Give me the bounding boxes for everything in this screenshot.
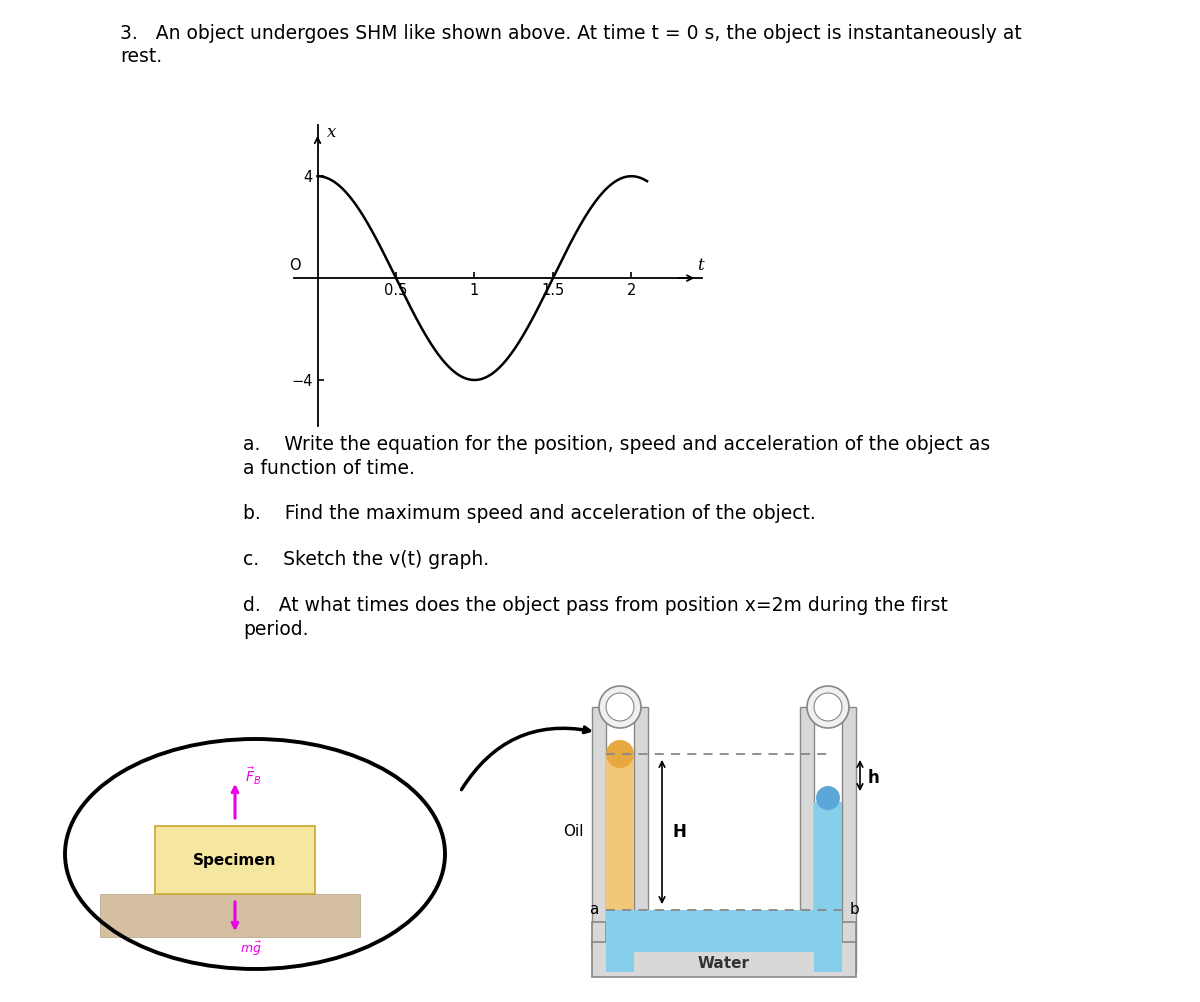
Bar xyxy=(842,707,856,972)
Text: a function of time.: a function of time. xyxy=(242,459,415,478)
Bar xyxy=(634,707,648,972)
Text: a.    Write the equation for the position, speed and acceleration of the object : a. Write the equation for the position, … xyxy=(242,435,990,454)
Bar xyxy=(592,942,856,977)
Text: a: a xyxy=(589,903,598,918)
Text: H: H xyxy=(672,823,686,841)
Text: b: b xyxy=(850,903,859,918)
Bar xyxy=(606,910,634,972)
Bar xyxy=(800,707,814,972)
Circle shape xyxy=(606,693,634,721)
Circle shape xyxy=(816,786,840,810)
Circle shape xyxy=(599,686,641,728)
Bar xyxy=(842,922,856,947)
Text: Specimen: Specimen xyxy=(193,853,277,868)
Text: b.    Find the maximum speed and acceleration of the object.: b. Find the maximum speed and accelerati… xyxy=(242,504,816,523)
Bar xyxy=(606,910,828,952)
Text: rest.: rest. xyxy=(120,47,162,66)
Text: h: h xyxy=(868,769,880,787)
Bar xyxy=(592,922,606,947)
Text: d.   At what times does the object pass from position x=2m during the first: d. At what times does the object pass fr… xyxy=(242,596,948,615)
Bar xyxy=(814,802,842,972)
Bar xyxy=(100,894,360,937)
Text: $m\vec{g}$: $m\vec{g}$ xyxy=(240,940,262,958)
Bar xyxy=(155,826,314,894)
Text: 3.   An object undergoes SHM like shown above. At time t = 0 s, the object is in: 3. An object undergoes SHM like shown ab… xyxy=(120,24,1021,43)
Text: t: t xyxy=(697,257,703,274)
Text: Oil: Oil xyxy=(564,825,584,840)
Bar xyxy=(592,707,606,972)
Text: period.: period. xyxy=(242,620,308,639)
Bar xyxy=(606,947,828,972)
Circle shape xyxy=(606,740,634,768)
Circle shape xyxy=(808,686,850,728)
Text: Water: Water xyxy=(698,957,750,972)
Circle shape xyxy=(814,693,842,721)
Bar xyxy=(606,754,634,910)
Text: c.    Sketch the v(t) graph.: c. Sketch the v(t) graph. xyxy=(242,550,490,569)
Text: O: O xyxy=(289,258,300,273)
Text: x: x xyxy=(326,124,336,141)
Text: $\vec{F}_B$: $\vec{F}_B$ xyxy=(245,766,262,787)
